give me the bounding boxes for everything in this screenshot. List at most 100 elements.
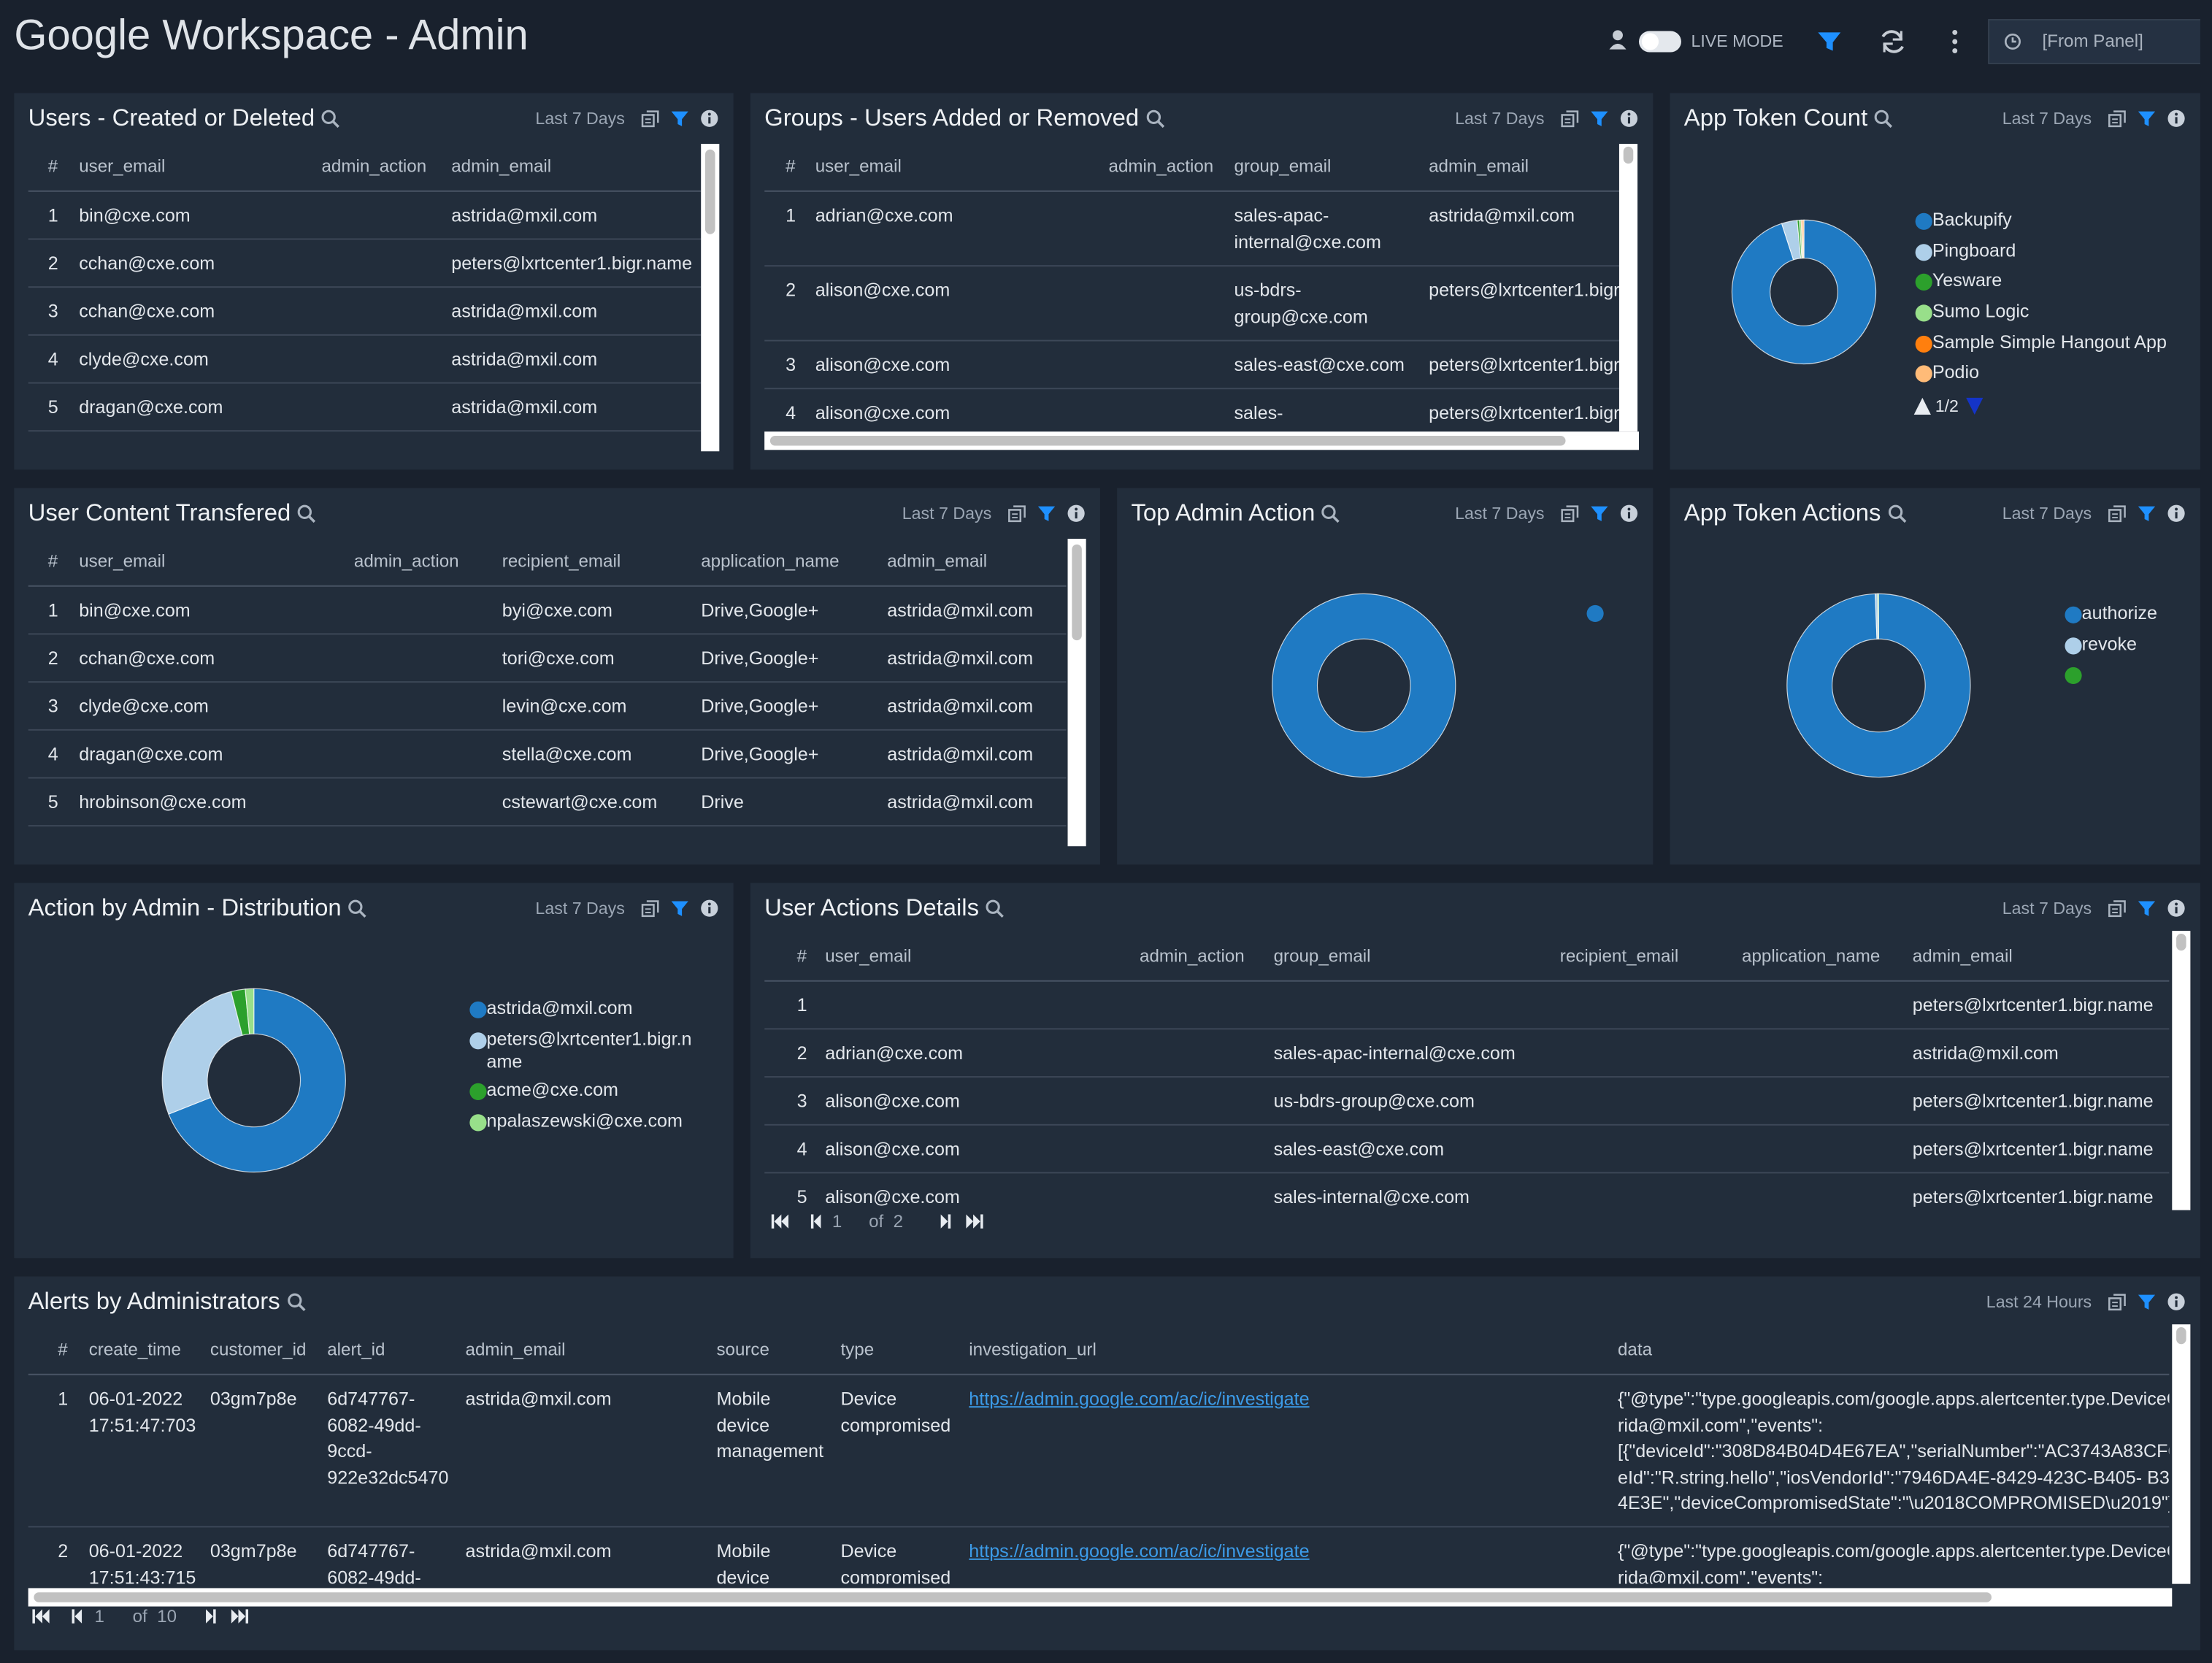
- legend-pager[interactable]: [1913, 396, 1997, 416]
- prev-icon[interactable]: [68, 1607, 88, 1626]
- filter-icon[interactable]: [670, 109, 690, 128]
- info-icon[interactable]: [2167, 109, 2186, 128]
- time-range[interactable]: Last 7 Days: [2002, 898, 2092, 918]
- legend-swatch[interactable]: [2065, 667, 2082, 685]
- info-icon[interactable]: [2167, 899, 2186, 918]
- time-range[interactable]: Last 7 Days: [902, 503, 992, 523]
- legend-label[interactable]: Sumo Logic: [1932, 300, 2029, 322]
- scroll-thumb[interactable]: [1623, 146, 1634, 164]
- scroll-thumb[interactable]: [769, 435, 1566, 446]
- info-icon[interactable]: [1619, 504, 1639, 523]
- search-icon[interactable]: [1321, 504, 1340, 523]
- filter-icon[interactable]: [2137, 1292, 2157, 1312]
- search-icon[interactable]: [320, 109, 340, 128]
- search-icon[interactable]: [285, 1292, 305, 1312]
- legend-label[interactable]: npalaszewski@cxe.com: [486, 1110, 683, 1132]
- scroll-thumb[interactable]: [705, 149, 715, 234]
- legend-label[interactable]: astrida@mxil.com: [486, 996, 633, 1018]
- info-icon[interactable]: [1619, 109, 1639, 128]
- legend-swatch[interactable]: [1915, 212, 1932, 230]
- legend-label[interactable]: peters@lxrtcenter1.bigr.name: [486, 1028, 692, 1072]
- scroll-thumb[interactable]: [2176, 933, 2186, 951]
- time-range[interactable]: Last 7 Days: [535, 108, 625, 128]
- last-icon[interactable]: [230, 1607, 250, 1626]
- next-icon[interactable]: [935, 1212, 955, 1232]
- legend-label[interactable]: Yesware: [1932, 269, 2002, 291]
- legend-swatch[interactable]: [469, 1001, 487, 1018]
- legend-label[interactable]: Backupify: [1932, 208, 2012, 230]
- time-range[interactable]: Last 7 Days: [1455, 108, 1545, 128]
- legend-swatch[interactable]: [1915, 304, 1932, 322]
- pie-slice[interactable]: [1272, 593, 1456, 778]
- copy-icon[interactable]: [640, 899, 660, 918]
- filter-icon[interactable]: [1589, 504, 1609, 523]
- scroll-thumb[interactable]: [1072, 544, 1082, 641]
- copy-icon[interactable]: [2107, 899, 2127, 918]
- legend-label[interactable]: Pingboard: [1932, 239, 2016, 261]
- more-menu[interactable]: [1952, 29, 1958, 54]
- info-icon[interactable]: [699, 899, 719, 918]
- legend-swatch[interactable]: [2065, 637, 2082, 655]
- search-icon[interactable]: [1873, 109, 1893, 128]
- legend-swatch[interactable]: [1915, 335, 1932, 353]
- filter-icon[interactable]: [1818, 32, 1841, 51]
- first-icon[interactable]: [31, 1607, 51, 1626]
- pie-slice[interactable]: [168, 988, 346, 1173]
- info-icon[interactable]: [2167, 1292, 2186, 1312]
- time-range[interactable]: Last 24 Hours: [1986, 1291, 2092, 1312]
- search-icon[interactable]: [1886, 504, 1906, 523]
- copy-icon[interactable]: [640, 109, 660, 128]
- search-icon[interactable]: [985, 899, 1005, 918]
- time-range[interactable]: Last 7 Days: [1455, 503, 1545, 523]
- copy-icon[interactable]: [2107, 504, 2127, 523]
- legend-swatch[interactable]: [2065, 606, 2082, 623]
- time-range[interactable]: Last 7 Days: [535, 898, 625, 918]
- filter-icon[interactable]: [670, 899, 690, 918]
- time-range[interactable]: Last 7 Days: [2002, 108, 2092, 128]
- info-icon[interactable]: [2167, 504, 2186, 523]
- pie-slice[interactable]: [161, 991, 243, 1115]
- first-icon[interactable]: [770, 1212, 790, 1232]
- investigation-link[interactable]: https://admin.google.com/ac/ic/investiga…: [969, 1540, 1310, 1562]
- legend-swatch[interactable]: [1915, 244, 1932, 261]
- scroll-thumb[interactable]: [2176, 1327, 2186, 1345]
- info-icon[interactable]: [1067, 504, 1086, 523]
- filter-icon[interactable]: [1037, 504, 1056, 523]
- legend-label[interactable]: Podio: [1932, 361, 1980, 383]
- legend-label[interactable]: authorize: [2081, 602, 2157, 623]
- vertical-scrollbar[interactable]: [2172, 931, 2191, 1210]
- pie-slice[interactable]: [1731, 219, 1877, 365]
- time-range-box[interactable]: [1988, 19, 2200, 64]
- pie-slice[interactable]: [1877, 593, 1880, 640]
- investigation-link[interactable]: https://admin.google.com/ac/ic/investiga…: [969, 1388, 1310, 1410]
- pie-slice[interactable]: [1802, 219, 1805, 259]
- copy-icon[interactable]: [2107, 1292, 2127, 1312]
- legend-label[interactable]: acme@cxe.com: [486, 1078, 618, 1100]
- filter-icon[interactable]: [2137, 899, 2157, 918]
- copy-icon[interactable]: [1007, 504, 1026, 523]
- legend-swatch[interactable]: [1915, 365, 1932, 383]
- copy-icon[interactable]: [2107, 109, 2127, 128]
- copy-icon[interactable]: [1560, 504, 1580, 523]
- refresh-icon[interactable]: [1881, 30, 1904, 53]
- last-icon[interactable]: [964, 1212, 984, 1232]
- legend-swatch[interactable]: [469, 1114, 487, 1132]
- legend-swatch[interactable]: [469, 1083, 487, 1100]
- live-mode-toggle[interactable]: [1638, 31, 1681, 53]
- pager-down[interactable]: [1966, 397, 1983, 415]
- search-icon[interactable]: [1145, 109, 1164, 128]
- copy-icon[interactable]: [1560, 109, 1580, 128]
- next-icon[interactable]: [200, 1607, 220, 1626]
- legend-label[interactable]: Sample Simple Hangout App: [1932, 331, 2167, 353]
- pie-slice[interactable]: [245, 988, 255, 1035]
- info-icon[interactable]: [699, 109, 719, 128]
- vertical-scrollbar[interactable]: [1618, 144, 1638, 432]
- pager-up[interactable]: [1913, 397, 1931, 415]
- filter-icon[interactable]: [2137, 504, 2157, 523]
- legend-label[interactable]: revoke: [2081, 633, 2138, 655]
- user-icon[interactable]: [1609, 30, 1627, 50]
- search-icon[interactable]: [296, 504, 316, 523]
- search-icon[interactable]: [347, 899, 366, 918]
- pie-slice[interactable]: [1786, 593, 1971, 778]
- prev-icon[interactable]: [807, 1212, 826, 1232]
